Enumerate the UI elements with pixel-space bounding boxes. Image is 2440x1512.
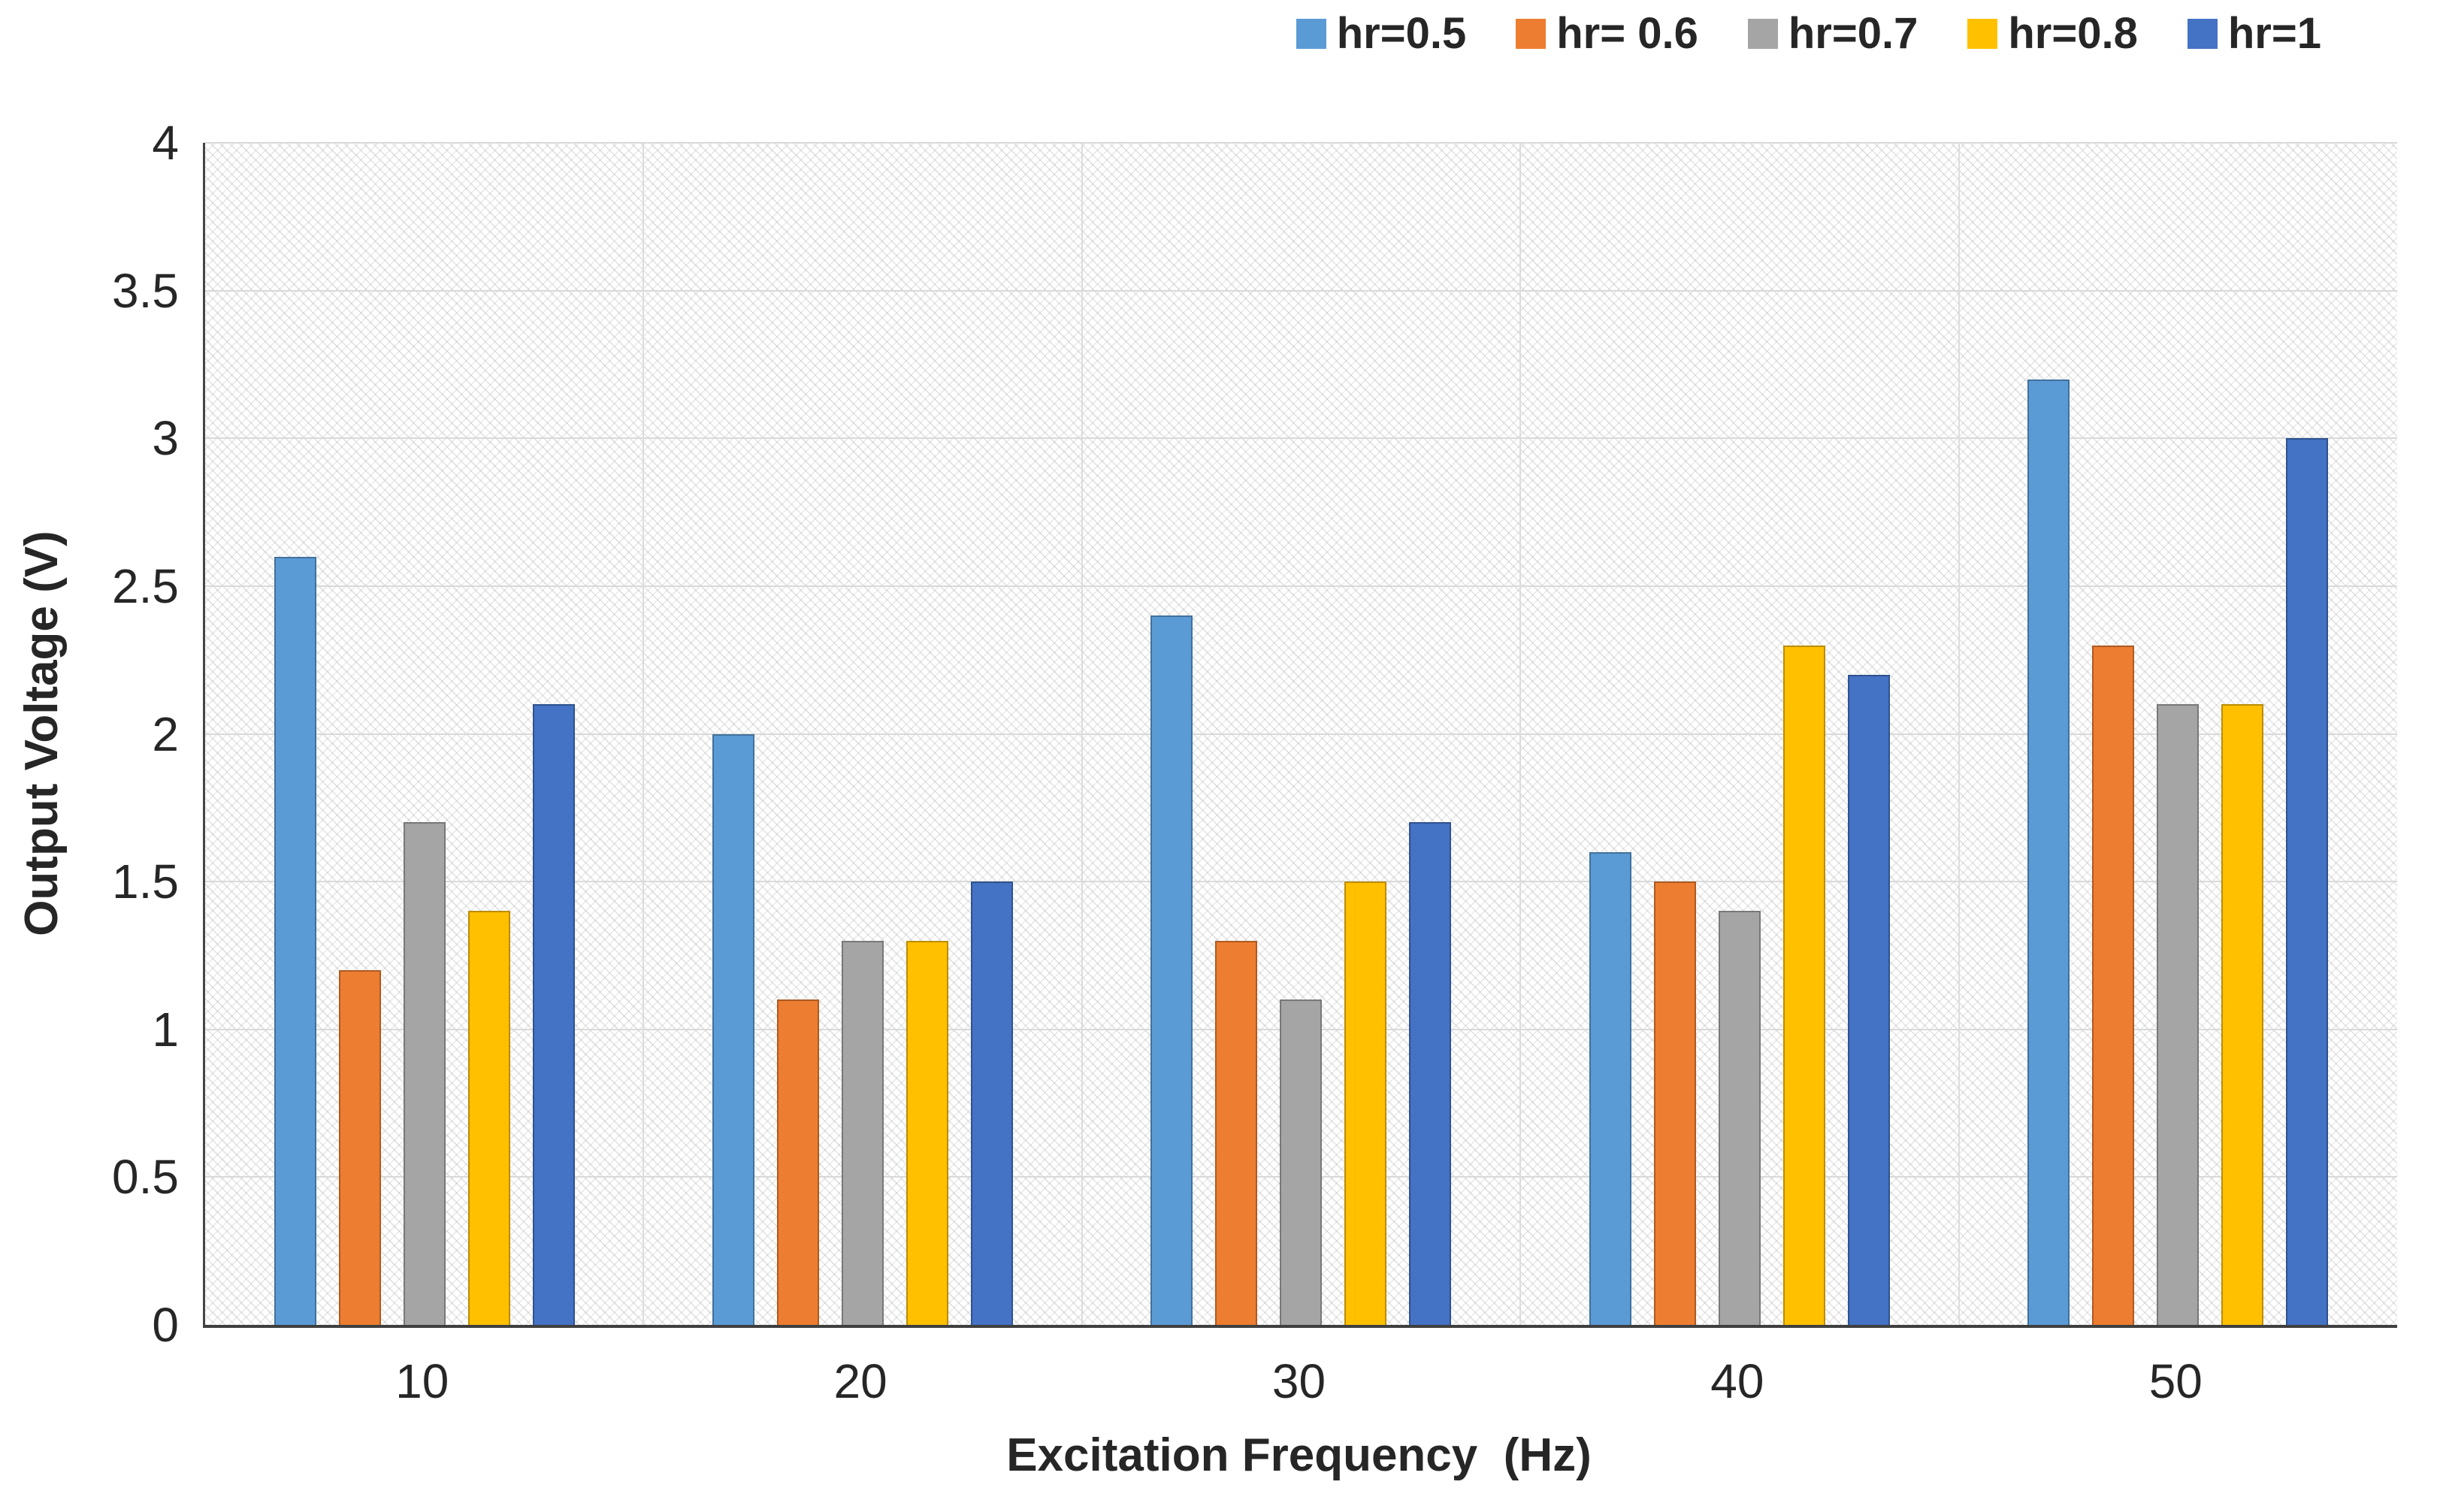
bar-group-50 [1959, 143, 2397, 1325]
gridline-y-2 [205, 733, 2397, 735]
bar-hr=1-x30 [1409, 822, 1452, 1325]
bar-hr=0.5-x10 [274, 556, 316, 1325]
bar-hr=0.8-x10 [467, 911, 510, 1325]
bar-hr=0.8-x40 [1782, 645, 1825, 1325]
y-tick-label-2.5: 2.5 [112, 558, 179, 613]
bar-hr=0.7-x30 [1280, 999, 1323, 1325]
bar-hr=0.6-x30 [1215, 940, 1258, 1325]
gridline-x-boundary [1519, 143, 1522, 1325]
legend-label: hr=0.5 [1336, 9, 1467, 58]
bar-group-30 [1082, 143, 1520, 1325]
y-tick-label-3: 3 [152, 411, 179, 466]
y-tick-label-1: 1 [152, 1002, 179, 1057]
legend-marker-icon [2187, 19, 2218, 49]
legend-label: hr=0.8 [2008, 9, 2138, 58]
bar-hr=0.6-x20 [777, 999, 820, 1325]
bar-hr=1-x20 [971, 881, 1014, 1325]
bar-hr=1-x50 [2286, 438, 2329, 1325]
bar-hr=0.8-x30 [1344, 881, 1387, 1325]
legend-marker-icon [1747, 19, 1778, 49]
y-axis-ticks: 0 0.5 1 1.5 2 2.5 3 3.5 4 [0, 119, 179, 1349]
x-tick-label-30: 30 [1271, 1354, 1326, 1408]
legend-item-hr=1: hr=1 [2187, 9, 2321, 58]
bar-hr=0.8-x50 [2221, 704, 2264, 1325]
legend-item-hr=0.7: hr=0.7 [1747, 9, 1918, 58]
x-axis-title: Excitation Frequency (Hz) [1006, 1429, 1592, 1481]
x-tick-label-40: 40 [1710, 1354, 1764, 1408]
bar-hr=0.7-x10 [403, 822, 446, 1325]
bar-hr=1-x40 [1847, 674, 1890, 1325]
bar-group-20 [643, 143, 1081, 1325]
legend-item-hr=0.6: hr= 0.6 [1516, 12, 1698, 56]
legend-label: hr= 0.6 [1556, 9, 1698, 58]
bar-group-40 [1520, 143, 1958, 1325]
bar-hr=0.5-x50 [2027, 379, 2070, 1325]
gridline-y-2.5 [205, 585, 2397, 587]
gridline-y-1.5 [205, 881, 2397, 883]
bar-hr=0.6-x10 [338, 970, 381, 1325]
x-tick-label-20: 20 [833, 1354, 887, 1408]
legend-item-hr=0.8: hr=0.8 [1967, 12, 2138, 56]
bar-hr=0.7-x20 [842, 940, 884, 1325]
bar-hr=0.8-x20 [906, 940, 949, 1325]
legend-label: hr=1 [2227, 9, 2321, 58]
bar-hr=0.6-x40 [1653, 881, 1696, 1325]
bar-hr=0.7-x50 [2157, 704, 2200, 1325]
y-tick-label-3.5: 3.5 [112, 263, 179, 318]
bar-hr=0.7-x40 [1718, 911, 1761, 1325]
bar-hr=0.5-x40 [1589, 851, 1631, 1325]
y-tick-label-4: 4 [152, 116, 179, 170]
bar-group-10 [205, 143, 643, 1325]
gridline-y-3.5 [205, 289, 2397, 292]
gridline-y-3 [205, 437, 2397, 440]
legend: hr=0.5 hr= 0.6 hr=0.7 hr=0.8 hr=1 [1296, 12, 2321, 56]
legend-label: hr=0.7 [1788, 9, 1918, 58]
bar-hr=1-x10 [532, 704, 575, 1325]
plot-area [203, 142, 2397, 1328]
y-tick-label-0: 0 [152, 1298, 179, 1352]
gridline-x-boundary [643, 143, 645, 1325]
x-tick-label-50: 50 [2148, 1354, 2203, 1408]
legend-marker-icon [1516, 19, 1547, 49]
legend-marker-icon [1296, 19, 1326, 49]
x-axis-ticks: 10 20 30 40 50 [203, 1353, 2395, 1420]
bar-hr=0.6-x50 [2092, 645, 2135, 1325]
bar-hr=0.5-x30 [1150, 615, 1193, 1325]
y-tick-label-2: 2 [152, 706, 179, 761]
legend-item-hr=0.5: hr=0.5 [1296, 9, 1467, 58]
gridline-x-boundary [1958, 143, 1960, 1325]
y-tick-label-1.5: 1.5 [112, 854, 179, 909]
x-tick-label-10: 10 [395, 1354, 449, 1408]
y-tick-label-0.5: 0.5 [112, 1150, 179, 1205]
gridline-y-4 [205, 142, 2397, 144]
gridline-x-boundary [1081, 143, 1083, 1325]
legend-marker-icon [1967, 19, 1998, 49]
bar-hr=0.5-x20 [712, 733, 755, 1325]
